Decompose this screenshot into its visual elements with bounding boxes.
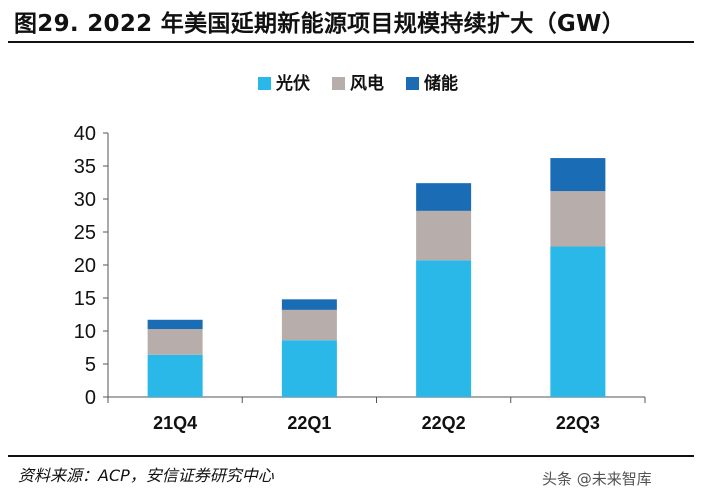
bar-储能-22Q1 xyxy=(281,299,337,310)
watermark: 头条 @未来智库 xyxy=(542,468,652,489)
x-tick-label-22Q1: 22Q1 xyxy=(287,413,331,433)
bar-储能-22Q3 xyxy=(550,158,606,192)
x-tick-label-22Q2: 22Q2 xyxy=(422,413,466,433)
bar-风电-22Q3 xyxy=(550,191,606,247)
x-tick-label-22Q3: 22Q3 xyxy=(556,413,600,433)
title-divider xyxy=(8,41,694,43)
y-tick-label-5: 5 xyxy=(85,354,96,376)
bar-风电-22Q1 xyxy=(281,309,337,341)
bar-光伏-22Q3 xyxy=(550,246,606,397)
legend-label-光伏: 光伏 xyxy=(275,73,310,94)
y-tick-label-10: 10 xyxy=(74,321,96,343)
x-tick-label-21Q4: 21Q4 xyxy=(153,413,197,433)
figure-title: 图29. 2022 年美国延期新能源项目规模持续扩大（GW） xyxy=(14,11,626,37)
bar-风电-21Q4 xyxy=(147,329,203,355)
bar-光伏-22Q2 xyxy=(416,260,472,397)
bar-储能-22Q2 xyxy=(416,183,472,211)
y-tick-label-30: 30 xyxy=(74,189,96,211)
legend-swatch-光伏 xyxy=(258,77,271,90)
legend-label-风电: 风电 xyxy=(350,73,384,94)
watermark-text: 头条 @未来智库 xyxy=(542,470,652,488)
legend-swatch-储能 xyxy=(406,77,419,90)
y-tick-label-15: 15 xyxy=(74,288,96,310)
y-tick-label-25: 25 xyxy=(74,222,96,244)
source-divider xyxy=(8,455,694,457)
y-tick-label-0: 0 xyxy=(85,387,96,409)
bar-风电-22Q2 xyxy=(416,210,472,261)
y-tick-label-40: 40 xyxy=(74,123,96,145)
legend-swatch-风电 xyxy=(332,77,345,90)
bar-光伏-21Q4 xyxy=(147,354,203,397)
bar-储能-21Q4 xyxy=(147,319,203,330)
legend-label-储能: 储能 xyxy=(424,73,458,94)
bar-光伏-22Q1 xyxy=(281,340,337,397)
y-tick-label-20: 20 xyxy=(74,255,96,277)
y-tick-label-35: 35 xyxy=(74,156,96,178)
source-note: 资料来源：ACP，安信证券研究中心 xyxy=(18,466,274,485)
